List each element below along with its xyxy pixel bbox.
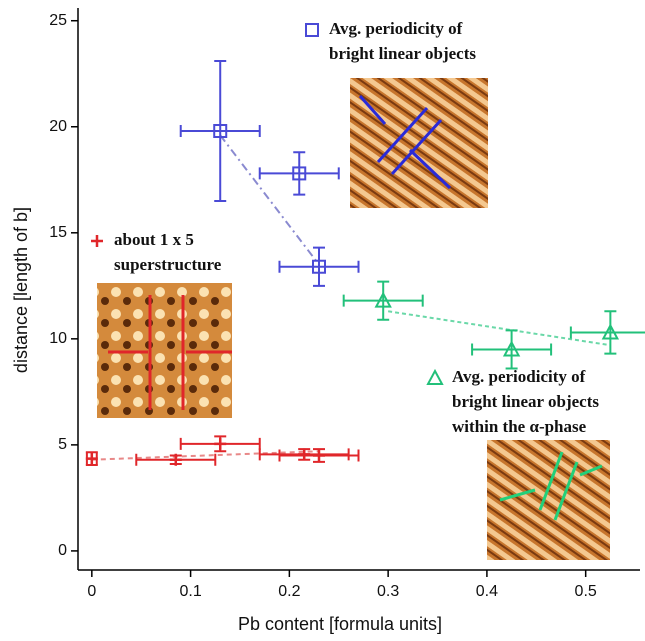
x-error-bar [569,326,645,339]
data-point [85,452,98,465]
x-tick-label: 0.4 [476,583,498,600]
stm-image-green [487,440,610,560]
legend-label: Avg. periodicity of [329,19,463,38]
legend-marker [426,368,444,385]
x-tick-label: 0.2 [278,583,300,600]
legend-label: Avg. periodicity of [452,367,586,386]
x-error-bar [258,167,340,180]
data-point [214,437,227,450]
fit-line [387,310,611,347]
stm-image-red [97,283,232,418]
y-tick-label: 0 [58,542,67,559]
data-point [292,166,307,181]
x-tick-label: 0.5 [575,583,597,600]
y-tick-label: 20 [49,118,67,135]
y-tick-label: 10 [49,330,67,347]
x-tick-label: 0 [87,583,96,600]
legend-marker [305,23,319,37]
y-tick-label: 25 [49,12,67,29]
data-point [213,124,228,139]
data-point [601,323,620,340]
data-point [311,259,326,274]
data-point [169,453,182,466]
fit-line [91,450,320,461]
stm-image-blue [350,78,488,208]
y-tick-label: 5 [58,436,67,453]
x-axis-label: Pb content [formula units] [238,614,442,634]
y-tick-label: 15 [49,224,67,241]
legend-label: about 1 x 5 [114,230,194,249]
legend-label: bright linear objects [452,392,599,411]
x-tick-label: 0.3 [377,583,399,600]
y-axis-label: distance [length of b] [11,207,31,373]
x-error-bar [278,260,360,273]
data-point [312,449,325,462]
data-point [298,448,311,461]
legend-marker [91,235,103,247]
legend-label: superstructure [114,255,222,274]
fit-line [219,134,320,266]
data-point [502,340,521,357]
x-error-bar [179,125,261,138]
x-error-bar [471,343,553,356]
legend-label: bright linear objects [329,44,476,63]
legend-label: within the α-phase [452,417,587,436]
data-point [374,291,392,308]
x-error-bar [342,294,424,307]
x-tick-label: 0.1 [179,583,201,600]
